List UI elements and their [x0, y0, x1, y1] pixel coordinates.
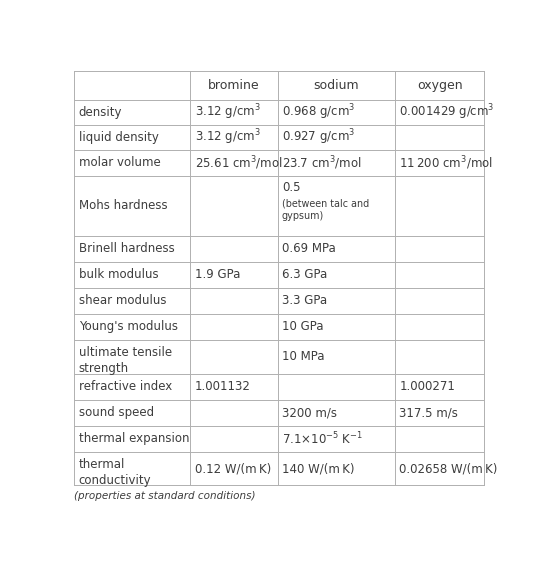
Text: 317.5 m/s: 317.5 m/s [399, 406, 458, 419]
Text: 3.3 GPa: 3.3 GPa [282, 294, 327, 307]
Text: oxygen: oxygen [417, 79, 463, 92]
Text: shear modulus: shear modulus [78, 294, 166, 307]
Text: Mohs hardness: Mohs hardness [78, 199, 167, 212]
Text: liquid density: liquid density [78, 131, 159, 144]
Text: 3200 m/s: 3200 m/s [282, 406, 337, 419]
Text: 0.02658 W/(m K): 0.02658 W/(m K) [399, 462, 498, 475]
Text: sodium: sodium [314, 79, 359, 92]
Text: Young's modulus: Young's modulus [78, 320, 178, 333]
Text: 3.12 g/cm$^3$: 3.12 g/cm$^3$ [195, 103, 261, 122]
Text: density: density [78, 106, 122, 119]
Text: 0.001429 g/cm$^3$: 0.001429 g/cm$^3$ [399, 103, 495, 122]
Text: 11 200 cm$^3$/mol: 11 200 cm$^3$/mol [399, 154, 493, 172]
Text: 0.968 g/cm$^3$: 0.968 g/cm$^3$ [282, 103, 355, 122]
Text: 0.927 g/cm$^3$: 0.927 g/cm$^3$ [282, 128, 355, 147]
Text: (between talc and
gypsum): (between talc and gypsum) [282, 199, 370, 221]
Text: 0.69 MPa: 0.69 MPa [282, 242, 336, 255]
Text: 0.5: 0.5 [282, 181, 300, 194]
Text: 7.1×10$^{-5}$ K$^{-1}$: 7.1×10$^{-5}$ K$^{-1}$ [282, 431, 363, 447]
Text: 0.12 W/(m K): 0.12 W/(m K) [195, 462, 271, 475]
Text: sound speed: sound speed [78, 406, 154, 419]
Text: refractive index: refractive index [78, 380, 172, 393]
Text: 1.001132: 1.001132 [195, 380, 251, 393]
Text: 25.61 cm$^3$/mol: 25.61 cm$^3$/mol [195, 154, 282, 172]
Text: (properties at standard conditions): (properties at standard conditions) [75, 490, 256, 501]
Text: Brinell hardness: Brinell hardness [78, 242, 174, 255]
Text: ultimate tensile
strength: ultimate tensile strength [78, 346, 172, 375]
Text: 140 W/(m K): 140 W/(m K) [282, 462, 354, 475]
Text: 1.000271: 1.000271 [399, 380, 456, 393]
Text: molar volume: molar volume [78, 157, 160, 170]
Text: 10 MPa: 10 MPa [282, 350, 324, 363]
Text: bromine: bromine [208, 79, 260, 92]
Text: bulk modulus: bulk modulus [78, 268, 158, 281]
Text: thermal expansion: thermal expansion [78, 432, 189, 445]
Text: 6.3 GPa: 6.3 GPa [282, 268, 327, 281]
Text: thermal
conductivity: thermal conductivity [78, 458, 152, 487]
Text: 10 GPa: 10 GPa [282, 320, 324, 333]
Text: 3.12 g/cm$^3$: 3.12 g/cm$^3$ [195, 128, 261, 147]
Text: 23.7 cm$^3$/mol: 23.7 cm$^3$/mol [282, 154, 361, 172]
Text: 1.9 GPa: 1.9 GPa [195, 268, 240, 281]
